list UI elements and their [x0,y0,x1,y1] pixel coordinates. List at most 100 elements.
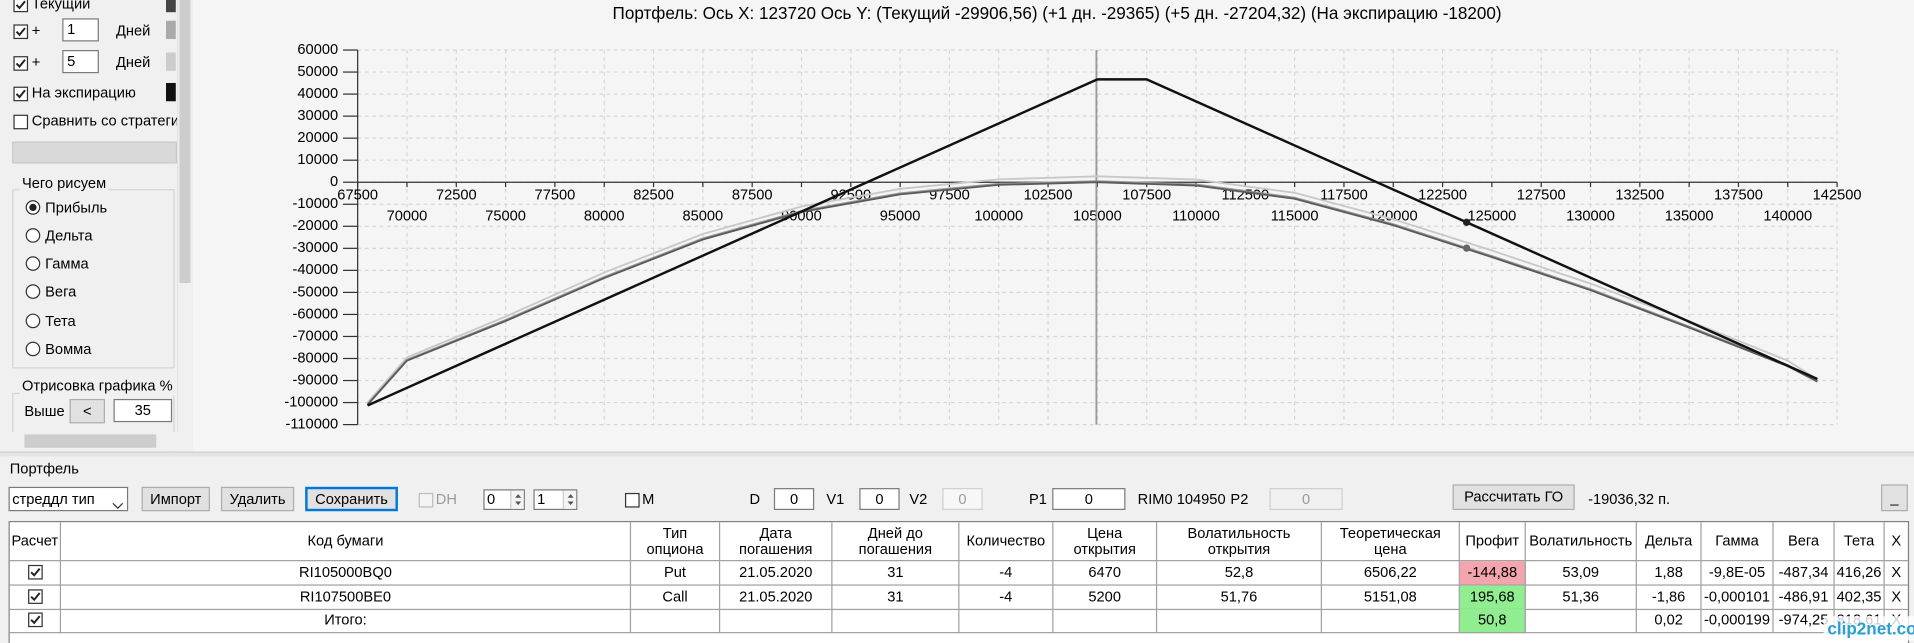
checkbox[interactable] [13,114,29,130]
spinner-buttons[interactable] [510,490,524,509]
x-tick-label: 102500 [1024,188,1073,204]
cell: 51,36 [1525,585,1637,611]
button[interactable]: < [69,398,105,424]
cell [631,608,721,634]
checkbox[interactable] [13,24,29,40]
cell: -1,86 [1636,585,1702,611]
cell: 50,8 [1459,608,1526,634]
cell: -144,88 [1459,561,1526,586]
x-tick-label: 97500 [929,188,970,204]
cell: -4 [959,561,1054,586]
cell: 31 [832,585,960,611]
cell: -4 [959,585,1054,611]
header-cell: X [1884,522,1908,562]
checkbox-label: DH [435,490,457,508]
input[interactable]: 0 [773,488,815,511]
percent-input[interactable]: 35 [113,398,173,423]
cell [1053,608,1158,634]
chart: Портфель: Ось X: 123720 Ось Y: (Текущий … [192,0,1914,452]
x-tick-label: 107500 [1122,188,1171,204]
color-swatch [166,0,176,13]
cell: 53,09 [1525,561,1637,586]
group-title: Отрисовка графика % [19,375,176,396]
y-tick-label: 20000 [297,130,338,146]
checkbox[interactable] [624,492,640,508]
button[interactable]: Сохранить [305,486,398,512]
field-label: P2 [1230,490,1249,508]
x-tick-label: 72500 [436,188,477,204]
checkbox[interactable] [28,612,43,628]
button[interactable]: Импорт [141,486,210,512]
y-tick-label: -90000 [293,372,339,388]
y-tick-label: -60000 [293,306,339,322]
checkbox[interactable] [28,589,43,604]
color-swatch [166,52,176,71]
cell[interactable]: X [1884,586,1908,611]
field-label: D [749,490,761,508]
field-label: P1 [1029,490,1047,508]
cell: Итого: [61,608,632,634]
cell [1157,608,1322,634]
radio[interactable] [25,256,41,271]
x-tick-label: 95000 [880,208,921,224]
x-tick-label: 90000 [781,208,822,224]
checkbox-label: Сравнить со стратеги [31,112,179,130]
radio[interactable] [25,200,41,215]
cell: 6470 [1053,561,1158,586]
cell: 5151,08 [1321,585,1460,611]
cell: 5200 [1053,585,1158,611]
cell: 21.05.2020 [720,585,833,611]
x-tick-label: 85000 [683,208,724,224]
checkbox[interactable] [13,0,29,13]
radio[interactable] [25,313,41,329]
x-tick-label: 132500 [1615,188,1664,204]
series-line [366,181,1818,406]
separator [0,451,1914,457]
series-line [366,175,1818,404]
checkbox[interactable] [28,564,43,580]
x-tick-label: 105000 [1073,208,1122,224]
y-tick-label: -20000 [293,218,339,234]
radio[interactable] [25,284,41,299]
scrollbar-thumb[interactable] [179,0,191,284]
y-tick-label: -100000 [284,394,338,410]
spinner-buttons[interactable] [562,490,577,509]
x-tick-label: 122500 [1418,188,1467,204]
x-tick-label: 67500 [337,188,378,204]
checkbox[interactable] [418,492,434,508]
y-tick-label: 0 [330,174,338,190]
radio-label: Дельта [45,226,93,245]
y-tick-label: 50000 [297,64,338,80]
cell: 195,68 [1459,585,1526,611]
x-tick-label: 115000 [1271,208,1319,224]
radio[interactable] [25,228,41,243]
scrollbar-thumb[interactable] [24,434,157,448]
radio-label: Гамма [45,255,89,273]
input[interactable]: 0 [1052,488,1126,511]
x-tick-label: 77500 [535,188,576,204]
cell: RI105000BQ0 [61,561,632,586]
cell[interactable]: X [1884,561,1908,586]
button[interactable]: Рассчитать ГО [1452,484,1575,511]
header-cell: Дней до погашения [832,522,960,562]
x-tick-label: 100000 [974,208,1023,224]
button[interactable]: _ [1881,484,1908,512]
y-tick-label: -10000 [293,196,339,212]
checkbox[interactable] [13,86,29,102]
combobox[interactable]: стреддл тип [8,486,129,512]
input[interactable]: 0 [859,488,900,511]
section-title: Портфель [9,459,79,478]
radio[interactable] [25,341,41,357]
button[interactable]: Удалить [220,486,295,512]
days-input[interactable]: 1 [62,18,99,42]
radio-dot [29,203,37,212]
header-cell: Расчет [9,522,62,562]
header-cell: Количество [959,522,1054,562]
dropdown-arrow[interactable] [112,494,124,510]
days-input[interactable]: 5 [62,50,99,74]
checkbox[interactable] [13,56,29,71]
group-title: Чего рисуем [19,173,109,193]
x-tick-label: 137500 [1714,188,1763,204]
prefix: + [31,53,41,71]
header-cell: Вега [1773,522,1835,562]
